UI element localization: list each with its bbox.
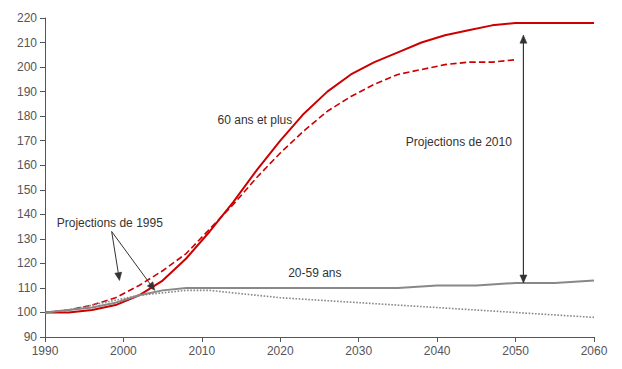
svg-text:2010: 2010 — [189, 344, 216, 358]
svg-text:2030: 2030 — [345, 344, 372, 358]
svg-text:2000: 2000 — [110, 344, 137, 358]
svg-text:140: 140 — [17, 207, 37, 221]
svg-text:Projections de 2010: Projections de 2010 — [406, 135, 512, 149]
svg-text:2050: 2050 — [502, 344, 529, 358]
svg-text:2020: 2020 — [267, 344, 294, 358]
svg-text:160: 160 — [17, 158, 37, 172]
svg-text:150: 150 — [17, 183, 37, 197]
svg-text:2040: 2040 — [424, 344, 451, 358]
svg-text:2060: 2060 — [581, 344, 608, 358]
svg-text:130: 130 — [17, 232, 37, 246]
svg-text:190: 190 — [17, 85, 37, 99]
svg-text:Projections de 1995: Projections de 1995 — [57, 216, 163, 230]
svg-text:220: 220 — [17, 11, 37, 25]
svg-text:210: 210 — [17, 36, 37, 50]
svg-text:90: 90 — [24, 330, 38, 344]
svg-text:120: 120 — [17, 256, 37, 270]
svg-text:170: 170 — [17, 134, 37, 148]
svg-text:20-59 ans: 20-59 ans — [288, 266, 341, 280]
svg-text:110: 110 — [18, 281, 37, 295]
svg-text:200: 200 — [17, 60, 37, 74]
svg-text:180: 180 — [17, 109, 37, 123]
svg-text:100: 100 — [17, 305, 37, 319]
svg-text:60 ans et plus: 60 ans et plus — [218, 113, 293, 127]
svg-text:1990: 1990 — [32, 344, 59, 358]
